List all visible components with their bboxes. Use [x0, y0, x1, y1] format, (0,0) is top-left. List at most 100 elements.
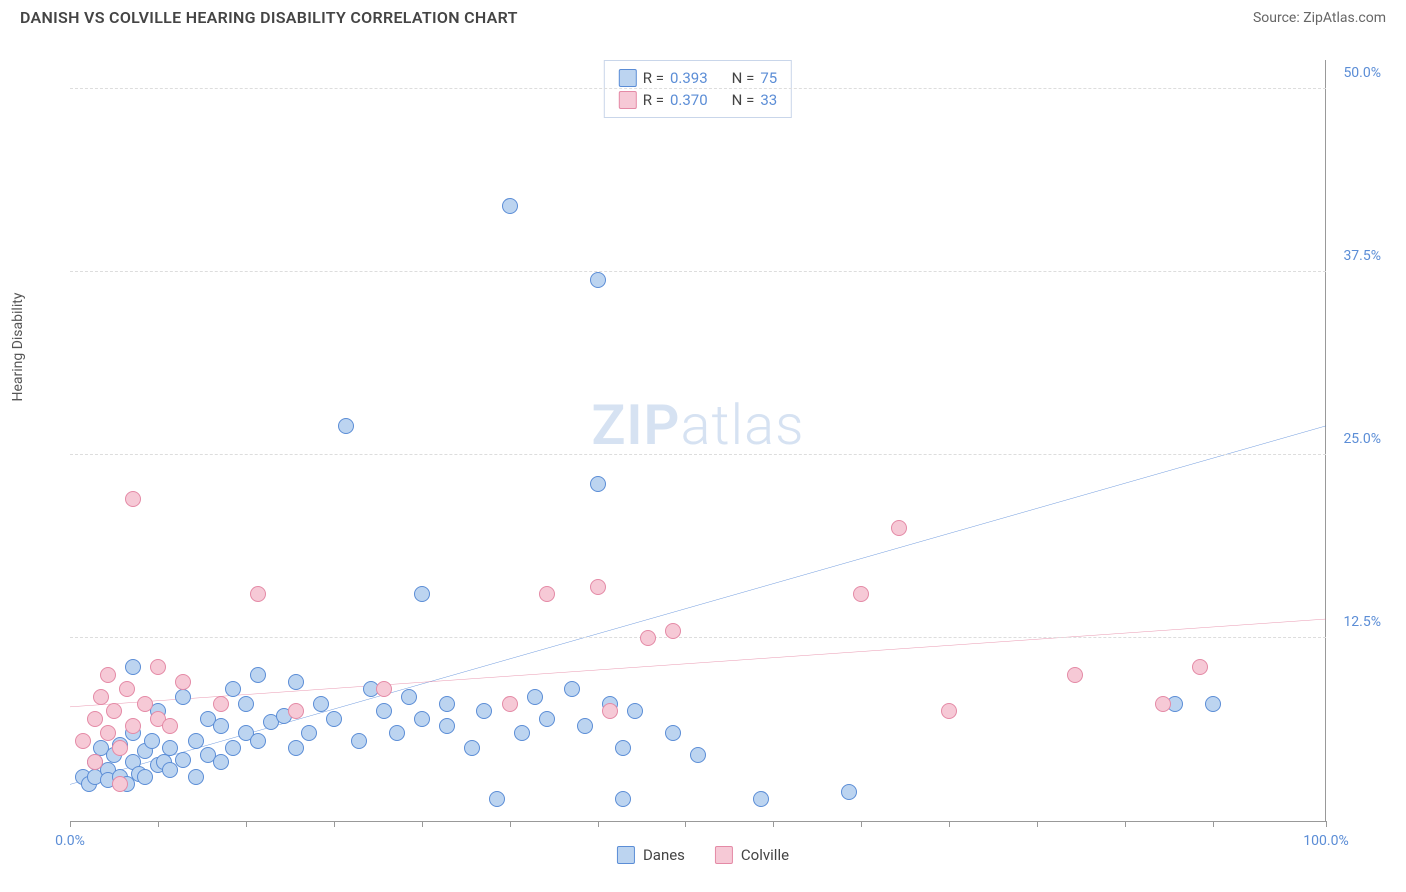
- scatter-point: [376, 681, 392, 697]
- bottom-legend-item: Colville: [715, 846, 789, 864]
- scatter-point: [213, 754, 229, 770]
- stat-n-label: N =: [732, 91, 755, 109]
- stat-legend-row: R =0.370N =33: [619, 89, 777, 111]
- scatter-point: [753, 791, 769, 807]
- scatter-point: [891, 520, 907, 536]
- x-tick: [1037, 821, 1038, 827]
- scatter-point: [539, 586, 555, 602]
- scatter-point: [414, 711, 430, 727]
- scatter-point: [119, 681, 135, 697]
- y-tick-label: 12.5%: [1343, 614, 1381, 630]
- gridline: [70, 88, 1326, 89]
- legend-swatch: [715, 846, 733, 864]
- scatter-point: [188, 769, 204, 785]
- scatter-point: [577, 718, 593, 734]
- x-tick: [1326, 821, 1327, 827]
- stat-legend-row: R =0.393N =75: [619, 67, 777, 89]
- trend-line: [70, 619, 1326, 707]
- scatter-point: [112, 740, 128, 756]
- y-axis-label: Hearing Disability: [10, 293, 26, 402]
- x-tick: [158, 821, 159, 827]
- stat-n-value: 75: [760, 69, 777, 87]
- scatter-point: [175, 752, 191, 768]
- scatter-point: [225, 681, 241, 697]
- header: DANISH VS COLVILLE HEARING DISABILITY CO…: [0, 0, 1406, 31]
- scatter-point: [288, 740, 304, 756]
- scatter-point: [502, 696, 518, 712]
- scatter-point: [476, 703, 492, 719]
- scatter-point: [100, 725, 116, 741]
- scatter-point: [125, 718, 141, 734]
- scatter-point: [250, 667, 266, 683]
- scatter-point: [590, 272, 606, 288]
- scatter-point: [313, 696, 329, 712]
- y-tick-label: 50.0%: [1343, 65, 1381, 81]
- x-tick: [246, 821, 247, 827]
- scatter-point: [439, 718, 455, 734]
- x-tick: [773, 821, 774, 827]
- scatter-point: [627, 703, 643, 719]
- scatter-point: [213, 718, 229, 734]
- scatter-point: [439, 696, 455, 712]
- scatter-point: [514, 725, 530, 741]
- source-attribution: Source: ZipAtlas.com: [1253, 10, 1386, 26]
- scatter-point: [602, 703, 618, 719]
- bottom-legend-item: Danes: [617, 846, 685, 864]
- stat-n-label: N =: [732, 69, 755, 87]
- legend-swatch: [619, 69, 637, 87]
- x-tick-label: 100.0%: [1303, 833, 1348, 849]
- scatter-point: [615, 740, 631, 756]
- scatter-point: [288, 703, 304, 719]
- scatter-point: [590, 476, 606, 492]
- scatter-point: [125, 659, 141, 675]
- x-tick: [949, 821, 950, 827]
- legend-label: Colville: [741, 846, 789, 864]
- scatter-point: [401, 689, 417, 705]
- scatter-point: [389, 725, 405, 741]
- x-tick: [861, 821, 862, 827]
- plot-region: ZIPatlas R =0.393N =75R =0.370N =33 12.5…: [70, 60, 1326, 822]
- scatter-point: [640, 630, 656, 646]
- scatter-point: [1067, 667, 1083, 683]
- chart-area: Hearing Disability ZIPatlas R =0.393N =7…: [20, 40, 1386, 872]
- scatter-point: [100, 667, 116, 683]
- scatter-point: [112, 776, 128, 792]
- gridline: [70, 271, 1326, 272]
- chart-title: DANISH VS COLVILLE HEARING DISABILITY CO…: [20, 8, 518, 27]
- scatter-point: [144, 733, 160, 749]
- y-tick-label: 25.0%: [1343, 431, 1381, 447]
- scatter-point: [188, 733, 204, 749]
- x-tick-label: 0.0%: [55, 833, 85, 849]
- scatter-point: [162, 718, 178, 734]
- trend-line: [70, 426, 1326, 785]
- scatter-point: [106, 703, 122, 719]
- x-tick: [1125, 821, 1126, 827]
- legend-swatch: [619, 91, 637, 109]
- source-link[interactable]: ZipAtlas.com: [1303, 10, 1386, 26]
- stat-r-value: 0.370: [670, 91, 708, 109]
- scatter-point: [238, 696, 254, 712]
- scatter-point: [125, 491, 141, 507]
- scatter-point: [1192, 659, 1208, 675]
- scatter-point: [87, 754, 103, 770]
- scatter-point: [464, 740, 480, 756]
- scatter-point: [326, 711, 342, 727]
- scatter-point: [137, 696, 153, 712]
- scatter-point: [150, 659, 166, 675]
- y-tick-label: 37.5%: [1343, 248, 1381, 264]
- scatter-point: [93, 689, 109, 705]
- x-tick: [1213, 821, 1214, 827]
- scatter-point: [351, 733, 367, 749]
- scatter-point: [376, 703, 392, 719]
- scatter-point: [250, 586, 266, 602]
- stat-r-label: R =: [643, 91, 664, 109]
- scatter-point: [690, 747, 706, 763]
- scatter-point: [665, 623, 681, 639]
- scatter-point: [75, 733, 91, 749]
- bottom-legend: Danes Colville: [617, 846, 789, 864]
- scatter-point: [175, 689, 191, 705]
- scatter-point: [941, 703, 957, 719]
- scatter-point: [527, 689, 543, 705]
- scatter-point: [564, 681, 580, 697]
- gridline: [70, 454, 1326, 455]
